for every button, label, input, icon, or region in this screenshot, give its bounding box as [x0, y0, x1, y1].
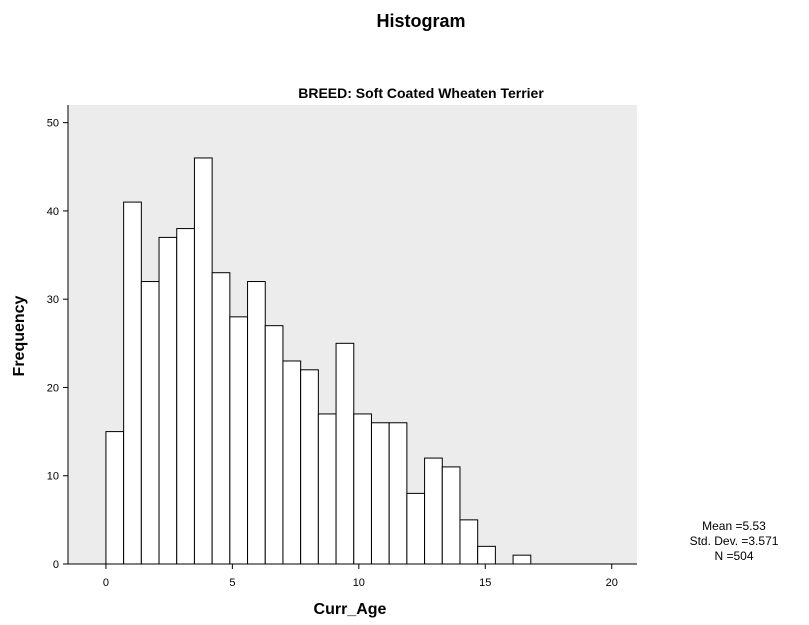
histogram-bar — [247, 281, 266, 565]
histogram-bar — [264, 325, 284, 565]
histogram-bar — [176, 228, 195, 565]
histogram-bar — [105, 431, 125, 565]
y-tick-label: 20 — [47, 382, 59, 394]
stat-mean: Mean =5.53 — [702, 519, 766, 533]
histogram-bar — [300, 369, 319, 565]
histogram-bar — [353, 413, 372, 565]
histogram-bar — [158, 236, 178, 565]
stat-std-dev: Std. Dev. =3.571 — [690, 534, 779, 548]
histogram-bar — [406, 492, 426, 565]
x-tick-label: 10 — [353, 577, 365, 589]
x-ticks: 0 5 10 15 20 — [103, 564, 618, 589]
histogram-bar — [424, 457, 443, 565]
histogram-bar — [335, 342, 355, 565]
y-tick-label: 0 — [53, 559, 59, 571]
y-tick-label: 50 — [47, 118, 59, 130]
histogram-bar — [123, 201, 142, 565]
histogram-bar — [459, 519, 479, 565]
chart-title: Histogram — [376, 11, 465, 31]
histogram-bar — [441, 466, 461, 565]
y-tick-label: 40 — [47, 206, 59, 218]
y-ticks: 0 10 20 30 40 50 — [47, 118, 68, 571]
stat-n: N =504 — [714, 549, 753, 563]
x-axis-label: Curr_Age — [314, 601, 387, 618]
histogram-bar — [282, 360, 302, 565]
x-tick-label: 0 — [103, 577, 109, 589]
x-tick-label: 5 — [229, 577, 235, 589]
histogram-bar — [370, 422, 390, 565]
y-axis-label: Frequency — [11, 295, 28, 376]
histogram-bar — [388, 422, 408, 565]
histogram-bar — [317, 413, 337, 565]
histogram-bar — [193, 157, 213, 565]
x-tick-label: 15 — [479, 577, 491, 589]
histogram-bar — [140, 281, 160, 565]
x-tick-label: 20 — [606, 577, 618, 589]
chart-subtitle: BREED: Soft Coated Wheaten Terrier — [298, 85, 544, 101]
histogram-bar — [512, 554, 532, 565]
bars-group — [105, 157, 532, 565]
histogram-bar — [229, 316, 249, 565]
axes-group — [67, 105, 637, 565]
histogram-bar — [211, 272, 231, 565]
histogram-bar — [477, 545, 496, 565]
y-tick-label: 10 — [47, 471, 59, 483]
y-tick-label: 30 — [47, 294, 59, 306]
